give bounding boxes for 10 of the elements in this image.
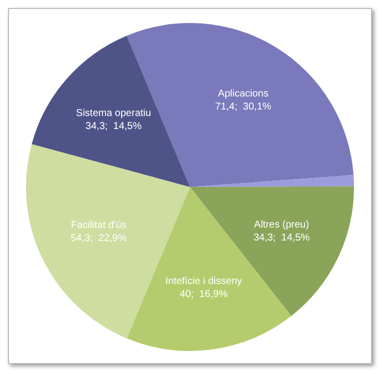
data-label: 71,4; 30,1% — [215, 102, 272, 113]
data-label: 34,3; 14,5% — [253, 232, 310, 244]
data-label: 34,3; 14,5% — [85, 121, 142, 132]
slice-label: Aplicacions — [218, 88, 268, 100]
data-label: 40; 16,9% — [180, 289, 228, 300]
slice-label: Altres (preu) — [254, 220, 310, 231]
slice-label: Intefície i disseny — [165, 276, 242, 288]
slice-label: Sistema operatiu — [76, 108, 152, 120]
slice-label: Facilitat d'ús — [71, 220, 126, 231]
data-label: 54,3; 22,9% — [70, 232, 127, 244]
